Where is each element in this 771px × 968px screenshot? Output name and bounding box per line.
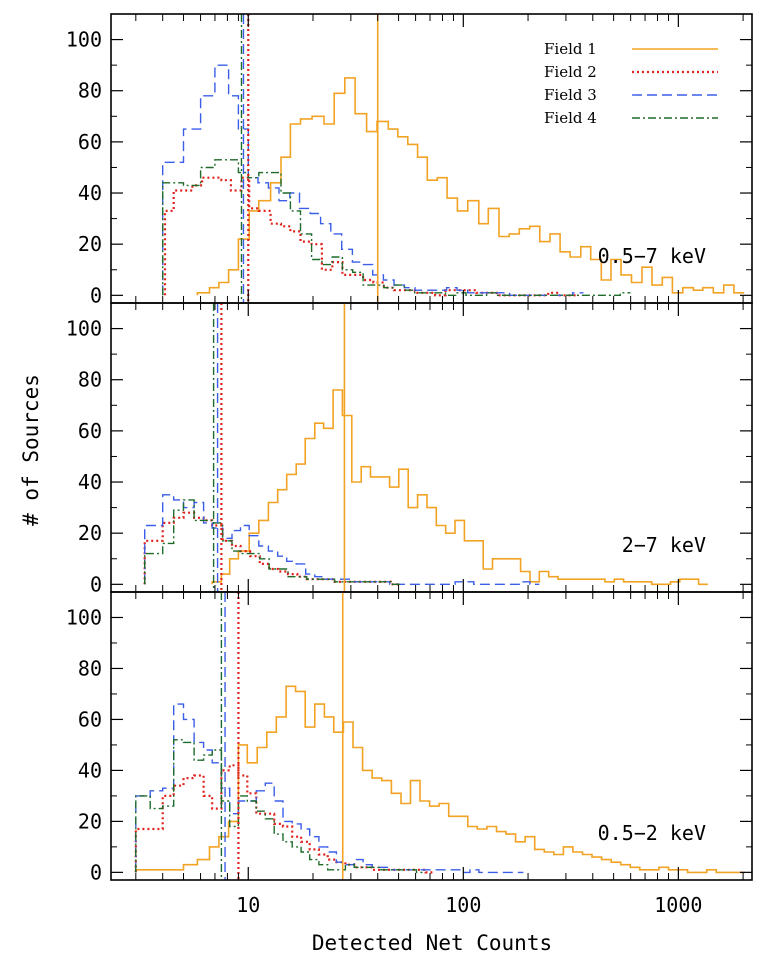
- y-tick-label: 60: [78, 130, 102, 154]
- y-axis-title: # of Sources: [19, 374, 43, 526]
- histogram-field-3-panel-2: [144, 494, 540, 585]
- band-label-panel-2: 2−7 keV: [622, 533, 706, 557]
- panel-2: 0 20 40 60 80 100 2−7 keV: [66, 302, 753, 596]
- y-tick-label: 100: [66, 317, 102, 341]
- x-axis-title: Detected Net Counts: [312, 931, 552, 955]
- legend-label-field-3: Field 3: [544, 86, 597, 104]
- band-label-panel-1: 0.5−7 keV: [598, 244, 706, 268]
- legend-label-field-2: Field 2: [544, 63, 597, 81]
- panels: 0 20 40 60 80 100 0.5−7 keV 0 20 40 60 80 100 2−7 keV…: [66, 13, 753, 884]
- x-tick-label: 100: [445, 893, 481, 917]
- y-tick-label: 80: [78, 656, 102, 680]
- y-tick-label: 80: [78, 368, 102, 392]
- x-tick-label: 1000: [654, 893, 702, 917]
- legend: Field 1 Field 2 Field 3 Field 4: [544, 40, 718, 127]
- y-tick-label: 0: [90, 860, 102, 884]
- y-tick-label: 100: [66, 605, 102, 629]
- y-tick-label: 40: [78, 181, 102, 205]
- y-tick-label: 40: [78, 470, 102, 494]
- y-tick-label: 100: [66, 28, 102, 52]
- histogram-field-2-panel-2: [143, 511, 401, 586]
- x-tick-labels: 10 100 1000: [236, 893, 702, 917]
- y-tick-label: 60: [78, 419, 102, 443]
- panel-3-frame: [110, 591, 753, 881]
- y-tick-label: 80: [78, 79, 102, 103]
- panel-2-histograms: [143, 389, 708, 586]
- histogram-field-1-panel-3: [135, 685, 745, 874]
- legend-label-field-1: Field 1: [544, 40, 597, 58]
- y-tick-label: 0: [90, 283, 102, 307]
- panel-3-histograms: [134, 685, 745, 874]
- y-tick-label: 20: [78, 809, 102, 833]
- histogram-field-1-panel-1: [196, 77, 745, 296]
- histogram-field-4-panel-1: [162, 159, 631, 296]
- histogram-field-1-panel-2: [211, 389, 708, 586]
- histogram-field-4-panel-3: [135, 739, 426, 874]
- y-tick-label: 40: [78, 758, 102, 782]
- y-tick-label: 0: [90, 572, 102, 596]
- band-label-panel-3: 0.5−2 keV: [598, 821, 706, 845]
- x-tick-label: 10: [236, 893, 260, 917]
- panel-3: 0 20 40 60 80 100 0.5−2 keV: [66, 591, 753, 884]
- histogram-field-3-panel-3: [135, 703, 524, 874]
- y-tick-label: 20: [78, 232, 102, 256]
- y-tick-label: 20: [78, 521, 102, 545]
- legend-label-field-4: Field 4: [544, 109, 597, 127]
- histogram-field-2-panel-1: [163, 176, 579, 297]
- panel-1: 0 20 40 60 80 100 0.5−7 keV: [66, 13, 753, 307]
- y-tick-label: 60: [78, 707, 102, 731]
